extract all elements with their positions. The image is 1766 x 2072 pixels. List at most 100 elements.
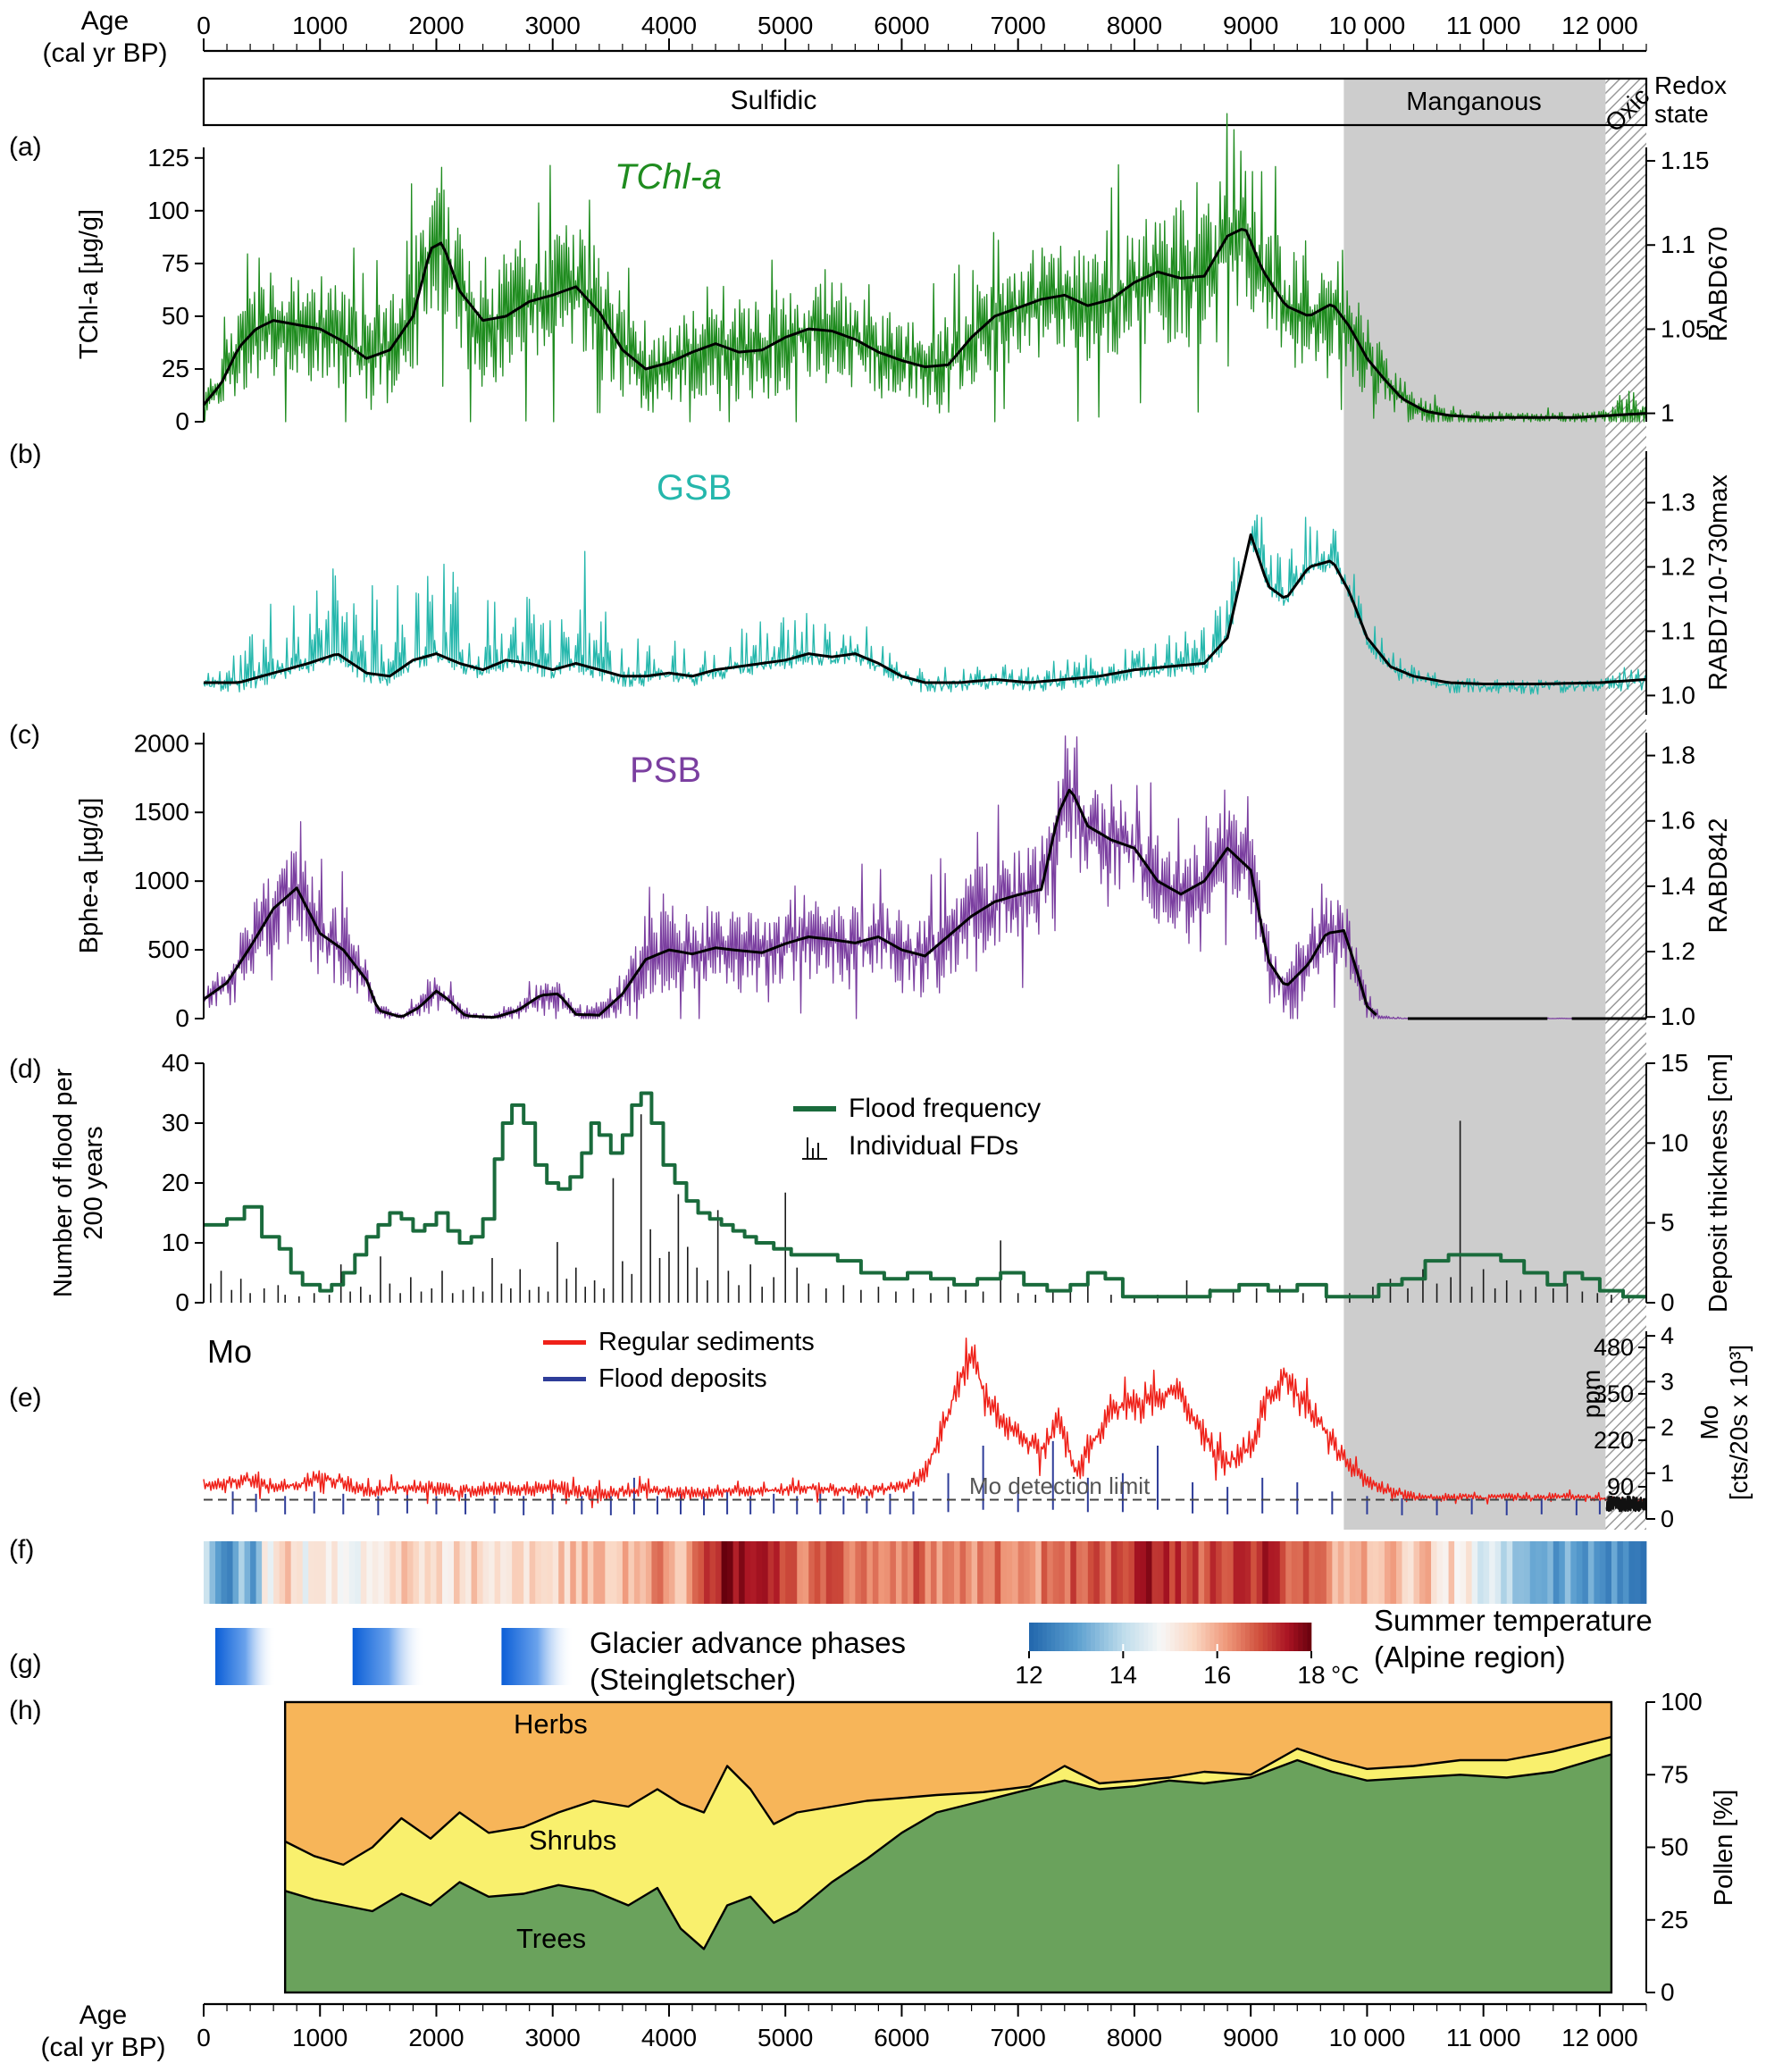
panel-a-tchla: 0 25 50 75 100 125 1 1.05 1.1 1.15 [147, 113, 1710, 435]
panel-b-right-label: RABD710-730max [1703, 474, 1733, 691]
svg-text:10 000: 10 000 [1329, 2024, 1406, 2051]
panel-h-pollen: 0 25 50 75 100 [283, 1688, 1703, 2006]
regular-sediments-legend-row: Regular sediments [543, 1328, 815, 1357]
bottom-age-axis-label: Age (cal yr BP) [40, 2001, 166, 2062]
individual-fds-legend-row: Individual FDs [793, 1131, 1041, 1162]
panel-g-letter: (g) [9, 1649, 42, 1679]
panel-b-gsb: 1.0 1.1 1.2 1.3 [203, 451, 1695, 715]
svg-text:7000: 7000 [991, 2024, 1046, 2051]
svg-text:9000: 9000 [1223, 12, 1278, 39]
panel-c-title: PSB [630, 751, 702, 790]
svg-text:20: 20 [162, 1169, 189, 1196]
mo-legend: Regular sediments Flood deposits [543, 1328, 815, 1394]
panel-f-heatmap [204, 1541, 1647, 1604]
svg-text:4000: 4000 [641, 2024, 697, 2051]
panel-d-right-label: Deposit thickness [cm] [1703, 1053, 1733, 1313]
panel-c-right-label: RABD842 [1703, 818, 1733, 934]
svg-text:12: 12 [1015, 1661, 1042, 1689]
svg-text:12 000: 12 000 [1561, 2024, 1638, 2051]
flood-frequency-legend-row: Flood frequency [793, 1094, 1041, 1124]
panel-d-floods: 0 10 20 30 40 0 5 10 15 [162, 1049, 1688, 1316]
svg-text:2000: 2000 [134, 729, 189, 757]
svg-text:1.2: 1.2 [1661, 553, 1695, 581]
svg-text:2000: 2000 [408, 2024, 464, 2051]
svg-text:4000: 4000 [641, 12, 697, 39]
svg-text:0: 0 [197, 2024, 211, 2051]
svg-text:10 000: 10 000 [1329, 12, 1406, 39]
svg-text:3: 3 [1661, 1368, 1674, 1395]
flood-deposits-legend-label: Flood deposits [598, 1364, 767, 1393]
svg-text:50: 50 [1661, 1833, 1688, 1861]
svg-text:7000: 7000 [991, 12, 1046, 39]
svg-text:11 000: 11 000 [1446, 2024, 1521, 2051]
redox-bands [202, 77, 1648, 1530]
svg-text:50: 50 [162, 302, 189, 330]
svg-text:0: 0 [1661, 1978, 1675, 2006]
svg-text:3000: 3000 [525, 12, 581, 39]
svg-text:1.3: 1.3 [1661, 489, 1695, 516]
top-age-axis-label: Age (cal yr BP) [42, 6, 168, 68]
svg-text:1: 1 [1661, 1460, 1674, 1487]
panel-e-letter: (e) [9, 1383, 42, 1413]
panel-h-right-label: Pollen [%] [1709, 1789, 1738, 1907]
svg-text:12 000: 12 000 [1561, 12, 1638, 39]
svg-text:9000: 9000 [1223, 2024, 1278, 2051]
svg-text:40: 40 [162, 1049, 189, 1077]
svg-text:5000: 5000 [757, 2024, 813, 2051]
panel-g-glacier [215, 1628, 574, 1685]
temperature-colorbar: 12 14 16 18 °C [1015, 1623, 1359, 1689]
svg-text:5: 5 [1661, 1209, 1675, 1237]
svg-text:6000: 6000 [874, 2024, 929, 2051]
svg-text:1.1: 1.1 [1661, 617, 1695, 644]
glacier-advance-text: Glacier advance phases (Steingletscher) [590, 1626, 907, 1697]
svg-text:11 000: 11 000 [1446, 12, 1521, 39]
redox-zone-manganous: Manganous [1406, 88, 1542, 116]
svg-text:6000: 6000 [874, 12, 929, 39]
svg-text:125: 125 [147, 144, 189, 172]
svg-text:350: 350 [1594, 1380, 1634, 1407]
svg-text:1000: 1000 [134, 867, 189, 894]
panel-b-title: GSB [657, 468, 732, 508]
svg-text:°C: °C [1331, 1661, 1359, 1689]
svg-text:18: 18 [1297, 1661, 1325, 1689]
svg-text:1000: 1000 [292, 2024, 347, 2051]
svg-text:1.05: 1.05 [1661, 315, 1710, 342]
svg-text:0: 0 [175, 1004, 189, 1032]
flood-deposits-line-swatch [543, 1377, 586, 1381]
pollen-herbs-label: Herbs [514, 1708, 588, 1740]
panel-e-title: Mo [207, 1333, 253, 1370]
panel-a-right-label: RABD670 [1703, 226, 1733, 342]
pollen-shrubs-label: Shrubs [529, 1825, 617, 1856]
flood-deposits-legend-row: Flood deposits [543, 1364, 815, 1394]
svg-text:16: 16 [1203, 1661, 1231, 1689]
svg-text:0: 0 [197, 12, 211, 39]
svg-text:1.0: 1.0 [1661, 681, 1695, 709]
top-age-axis: 0 1000 2000 3000 4000 5000 6000 7000 8000 9000 10 … [197, 12, 1647, 53]
svg-text:8000: 8000 [1107, 2024, 1162, 2051]
panel-e-mo: 90 220 350 480 0 1 2 3 4 [203, 1322, 1674, 1532]
svg-text:100: 100 [147, 197, 189, 224]
svg-text:3000: 3000 [525, 2024, 581, 2051]
svg-text:1: 1 [1661, 399, 1675, 427]
panel-d-ylabel: Number of flood per 200 years [48, 1068, 108, 1298]
svg-text:2000: 2000 [408, 12, 464, 39]
panel-c-psb: 0 500 1000 1500 2000 1.0 1.2 1.4 1.6 1.8 [134, 729, 1695, 1032]
svg-text:0: 0 [175, 1288, 189, 1316]
svg-text:14: 14 [1109, 1661, 1137, 1689]
summer-temperature-title: Summer temperature (Alpine region) [1374, 1604, 1653, 1674]
panel-b-letter: (b) [9, 440, 42, 469]
flood-legend: Flood frequency Individual FDs [793, 1094, 1041, 1162]
svg-text:1.0: 1.0 [1661, 1002, 1695, 1030]
panel-d-letter: (d) [9, 1054, 42, 1084]
panel-f-letter: (f) [9, 1535, 35, 1564]
svg-text:1.15: 1.15 [1661, 147, 1710, 174]
individual-fds-icon [793, 1132, 836, 1161]
svg-text:1.1: 1.1 [1661, 231, 1695, 258]
svg-text:5000: 5000 [757, 12, 813, 39]
individual-fds-legend-label: Individual FDs [849, 1131, 1019, 1161]
svg-text:2: 2 [1661, 1414, 1674, 1441]
svg-text:500: 500 [147, 935, 189, 963]
regular-sediments-line-swatch [543, 1340, 586, 1345]
svg-text:1.6: 1.6 [1661, 807, 1695, 835]
